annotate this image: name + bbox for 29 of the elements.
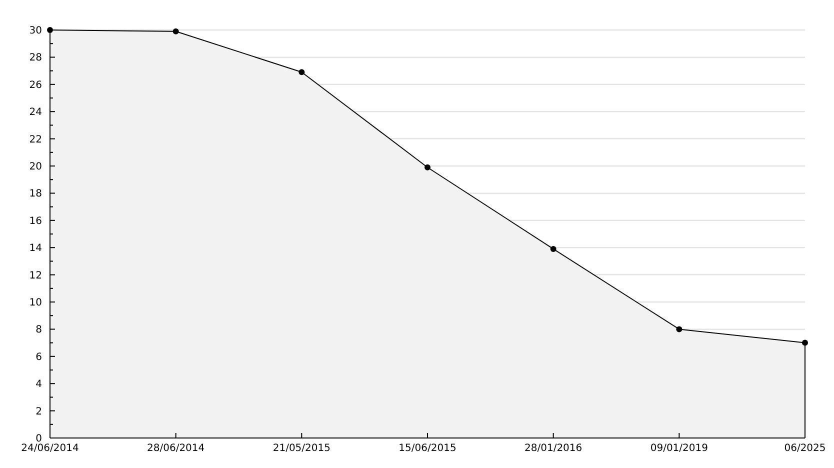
x-tick-label: 15/06/2015 <box>398 443 456 454</box>
y-tick-label: 4 <box>36 379 42 390</box>
point <box>802 340 808 346</box>
x-tick-label: 21/05/2015 <box>272 443 330 454</box>
y-tick-label: 20 <box>29 162 42 172</box>
y-tick-label: 10 <box>29 298 42 308</box>
y-tick-label: 6 <box>36 352 42 363</box>
y-tick-label: 18 <box>29 188 42 200</box>
y-tick-label: 16 <box>29 216 42 227</box>
x-tick-label: 06/2025 <box>784 443 826 454</box>
point <box>172 28 179 34</box>
point <box>298 69 305 76</box>
y-tick-label: 26 <box>29 80 42 91</box>
point <box>550 246 556 252</box>
y-tick-label: 12 <box>29 270 42 282</box>
y-tick-label: 22 <box>29 134 42 146</box>
point <box>676 326 682 332</box>
x-tick-label: 28/06/2014 <box>147 443 205 454</box>
x-tick-label: 24/06/2014 <box>21 443 79 454</box>
x-tick-label: 09/01/2019 <box>650 443 708 454</box>
point <box>424 164 430 170</box>
y-tick-label: 0 <box>36 434 42 444</box>
y-tick-label: 8 <box>36 324 42 336</box>
y-tick-label: 14 <box>29 243 42 254</box>
y-tick-label: 2 <box>36 406 42 418</box>
y-tick-label: 24 <box>29 107 42 118</box>
y-tick-label: 30 <box>29 26 42 36</box>
y-tick-label: 28 <box>29 52 42 64</box>
x-tick-label: 28/01/2016 <box>524 443 582 454</box>
